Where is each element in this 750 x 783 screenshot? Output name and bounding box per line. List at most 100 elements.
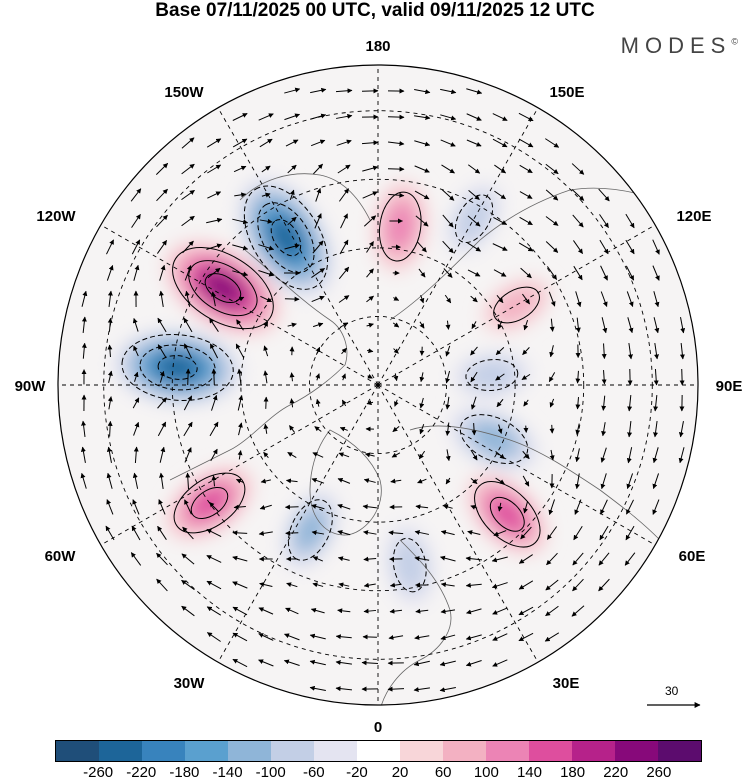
wind-vector — [285, 139, 299, 147]
wind-vector — [652, 265, 660, 281]
wind-vector — [106, 446, 112, 463]
wind-vector — [315, 373, 321, 381]
wind-vector — [441, 164, 455, 174]
wind-vector — [471, 321, 477, 330]
wind-vector — [388, 530, 404, 536]
wind-vector — [598, 552, 610, 566]
wind-vector — [600, 499, 608, 515]
wind-vector — [106, 472, 113, 489]
wind-vector — [363, 608, 377, 614]
wind-vector — [626, 499, 634, 515]
wind-vector — [445, 422, 451, 436]
wind-vector — [470, 396, 477, 410]
anomaly-shading — [455, 194, 493, 243]
wind-vector — [495, 450, 505, 460]
wind-vector — [444, 294, 452, 304]
wind-vector — [363, 530, 377, 536]
wind-vector — [310, 87, 327, 94]
wind-vector — [81, 316, 87, 334]
wind-vector — [314, 213, 322, 229]
wind-vector — [284, 87, 301, 94]
wind-vector — [572, 578, 584, 592]
wind-vector — [652, 447, 659, 464]
wind-vector — [132, 397, 140, 409]
wind-vector — [207, 267, 221, 279]
wind-vector — [211, 475, 217, 487]
wind-vector — [519, 216, 533, 226]
meridian-line — [377, 107, 539, 386]
wind-vector — [234, 192, 247, 198]
wind-vector — [523, 319, 529, 331]
colorbar-tick-label: -20 — [346, 764, 368, 781]
wind-vector — [311, 530, 325, 536]
wind-vector — [184, 447, 192, 463]
wind-vector — [545, 241, 559, 253]
wind-vector — [546, 526, 558, 540]
wind-vector — [546, 552, 558, 566]
wind-vector — [258, 659, 274, 667]
wind-vector — [470, 371, 478, 383]
wind-vector — [627, 421, 633, 438]
wind-vector — [390, 478, 402, 484]
wind-vector — [182, 526, 194, 540]
wind-vector — [338, 295, 350, 303]
colorbar-tick-label: 180 — [560, 764, 586, 781]
wind-vector — [232, 581, 248, 589]
wind-vector — [417, 241, 427, 253]
wind-vector — [575, 291, 582, 308]
wind-vector — [598, 578, 610, 592]
wind-vector — [237, 395, 244, 411]
wind-vector — [338, 582, 350, 588]
anomaly-contour — [190, 486, 229, 519]
wind-vector — [545, 189, 559, 201]
wind-vector — [259, 138, 273, 148]
colorbar-segment — [99, 741, 142, 761]
wind-vector — [159, 472, 164, 489]
wind-vector — [235, 478, 244, 484]
wind-vector — [494, 164, 507, 174]
wind-vector — [466, 139, 482, 147]
wind-vector — [548, 291, 556, 307]
wind-vector — [363, 478, 376, 484]
wind-vector — [493, 216, 508, 226]
wind-vector — [679, 342, 685, 360]
wind-vector — [258, 113, 274, 121]
wind-vector — [518, 580, 534, 590]
wind-vector — [287, 164, 297, 174]
wind-vector — [522, 450, 530, 460]
wind-vector — [546, 266, 558, 280]
wind-vector — [522, 293, 530, 305]
wind-vector — [518, 138, 534, 148]
wind-vector — [364, 452, 375, 458]
wind-vector — [394, 399, 399, 407]
wind-vector — [441, 189, 455, 201]
wind-vector — [491, 556, 508, 563]
lon-label-60e: 60E — [679, 548, 706, 565]
wind-vector — [625, 265, 635, 281]
wind-vector — [338, 452, 350, 458]
lon-label-30e: 30E — [553, 675, 580, 692]
wind-vector — [545, 138, 560, 148]
europe-coast — [379, 539, 452, 705]
anomaly-contour — [257, 202, 315, 274]
wind-vector — [181, 215, 195, 227]
wind-vector — [652, 239, 660, 255]
wind-vector — [366, 241, 374, 253]
colorbar — [55, 740, 702, 762]
wind-vector — [311, 504, 325, 510]
wind-vector — [361, 660, 379, 666]
wind-vector — [522, 347, 530, 355]
wind-vector — [284, 113, 301, 121]
wind-vector — [315, 187, 322, 202]
wind-vector — [287, 322, 297, 328]
wind-vector — [337, 608, 351, 614]
lon-label-180: 180 — [365, 38, 390, 55]
wind-vector — [366, 322, 374, 328]
wind-vector — [467, 242, 482, 252]
wind-vector — [363, 556, 377, 562]
wind-vector — [654, 343, 659, 360]
wind-vector — [520, 526, 532, 540]
wind-vector — [414, 165, 430, 173]
wind-vector — [601, 317, 608, 334]
colorbar-segment — [615, 741, 658, 761]
